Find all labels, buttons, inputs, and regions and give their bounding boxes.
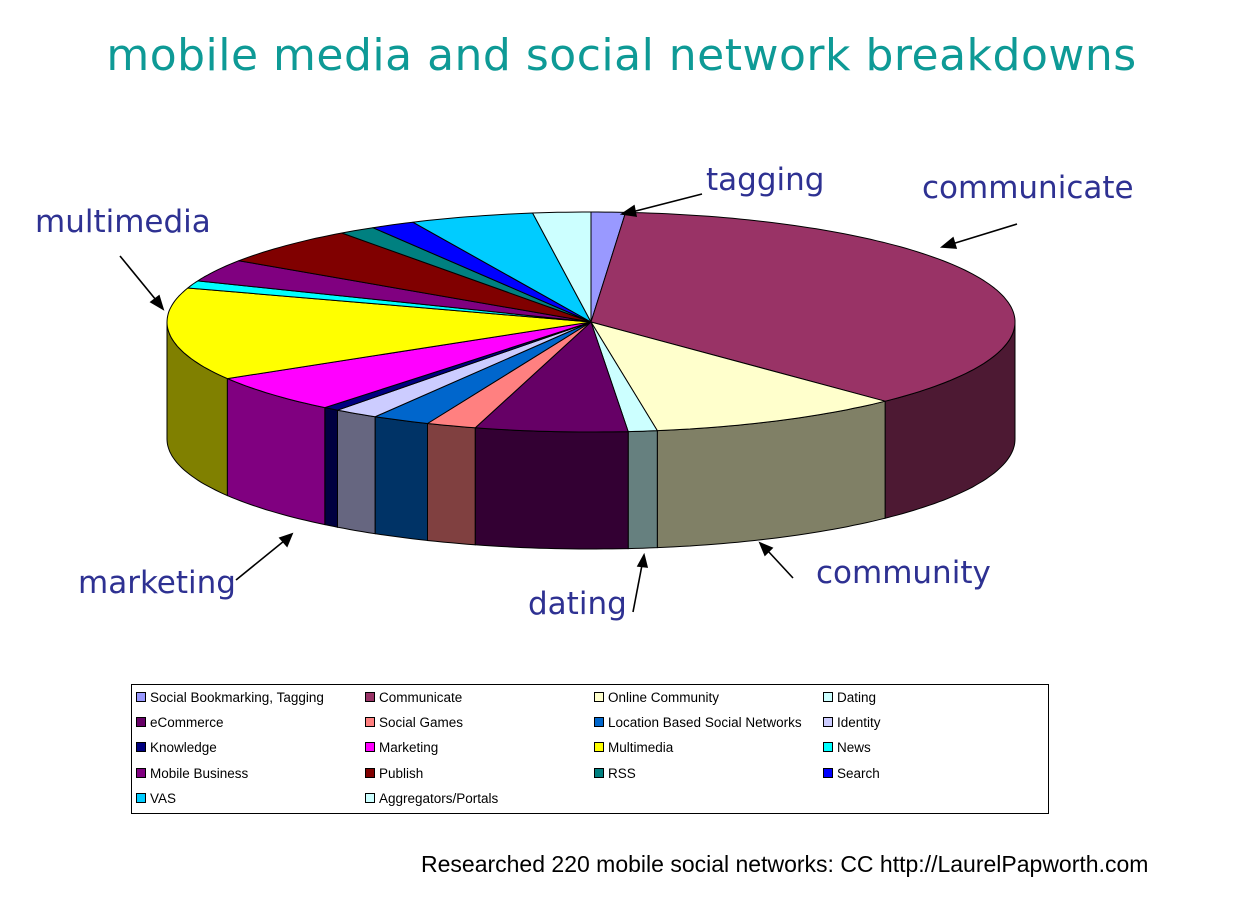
pie-chart-3d bbox=[119, 193, 1018, 613]
arrow-marketing bbox=[235, 540, 285, 581]
legend-swatch-icon bbox=[136, 742, 146, 752]
legend-item: Communicate bbox=[365, 689, 462, 705]
pie-slice-multimedia bbox=[166, 287, 592, 380]
legend-swatch-icon bbox=[594, 692, 604, 702]
legend-item: Knowledge bbox=[136, 739, 217, 755]
arrowhead-icon bbox=[939, 236, 958, 249]
arrow-community bbox=[767, 550, 794, 579]
chart-title: mobile media and social network breakdow… bbox=[106, 30, 1137, 81]
pie-side-dating bbox=[627, 430, 658, 550]
callout-multimedia: multimedia bbox=[35, 204, 211, 240]
legend-swatch-icon bbox=[823, 742, 833, 752]
legend-label: Aggregators/Portals bbox=[379, 790, 499, 806]
legend-item: Identity bbox=[823, 714, 881, 730]
pie-side-location-based-social-networks bbox=[374, 416, 428, 542]
arrowhead-icon bbox=[278, 532, 294, 548]
pie-slice-communicate bbox=[590, 211, 1016, 402]
legend-label: Online Community bbox=[608, 689, 720, 705]
legend-swatch-icon bbox=[594, 768, 604, 778]
legend-item: Aggregators/Portals bbox=[365, 790, 498, 806]
legend-item: Social Games bbox=[365, 714, 463, 730]
arrow-communicate bbox=[951, 223, 1018, 245]
legend-swatch-icon bbox=[365, 768, 375, 778]
legend-item: Social Bookmarking, Tagging bbox=[136, 689, 324, 705]
legend-swatch-icon bbox=[136, 717, 146, 727]
legend-swatch-icon bbox=[365, 742, 375, 752]
pie-slice-ecommerce bbox=[474, 321, 629, 433]
legend-label: RSS bbox=[608, 765, 636, 781]
legend-swatch-icon bbox=[594, 717, 604, 727]
pie-slice-search bbox=[372, 221, 592, 323]
legend-swatch-icon bbox=[823, 768, 833, 778]
legend-label: Social Bookmarking, Tagging bbox=[150, 689, 324, 705]
pie-slice-vas bbox=[412, 212, 592, 323]
legend-label: Social Games bbox=[379, 714, 464, 730]
legend-item: Online Community bbox=[594, 689, 719, 705]
legend-item: Marketing bbox=[365, 739, 438, 755]
pie-slice-identity bbox=[337, 321, 592, 418]
legend-item: Publish bbox=[365, 765, 423, 781]
pie-slice-online-community bbox=[590, 321, 886, 432]
legend-item: Location Based Social Networks bbox=[594, 714, 802, 730]
pie-top bbox=[166, 211, 1016, 433]
callout-dating: dating bbox=[528, 586, 627, 622]
legend-swatch-icon bbox=[365, 692, 375, 702]
legend-swatch-icon bbox=[823, 692, 833, 702]
legend-item: News bbox=[823, 739, 871, 755]
pie-side-knowledge bbox=[324, 406, 338, 528]
pie-slice-marketing bbox=[226, 321, 592, 409]
callout-tagging: tagging bbox=[706, 162, 825, 198]
legend-item: RSS bbox=[594, 765, 636, 781]
legend-swatch-icon bbox=[594, 742, 604, 752]
legend-label: VAS bbox=[150, 790, 177, 806]
legend-item: Mobile Business bbox=[136, 765, 248, 781]
source-credit: Researched 220 mobile social networks: C… bbox=[421, 851, 1149, 877]
pie-slice-aggregators-portals bbox=[532, 211, 592, 323]
callout-arrows bbox=[119, 193, 1018, 613]
arrowhead-icon bbox=[149, 294, 165, 311]
pie-slice-rss bbox=[341, 227, 592, 323]
legend-label: News bbox=[837, 739, 871, 755]
arrowhead-icon bbox=[636, 552, 649, 568]
pie-slice-social-games bbox=[427, 321, 592, 429]
legend-swatch-icon bbox=[365, 717, 375, 727]
legend-swatch-icon bbox=[136, 692, 146, 702]
pie-side-ecommerce bbox=[474, 427, 629, 550]
legend-label: Marketing bbox=[379, 739, 439, 755]
legend-label: Search bbox=[837, 765, 880, 781]
legend-label: Mobile Business bbox=[150, 765, 249, 781]
pie-side-social-games bbox=[427, 422, 476, 546]
pie-slice-mobile-business bbox=[197, 260, 592, 323]
pie-slice-publish bbox=[238, 232, 592, 323]
legend-swatch-icon bbox=[136, 768, 146, 778]
legend-label: Location Based Social Networks bbox=[608, 714, 802, 730]
pie-slice-location-based-social-networks bbox=[374, 321, 592, 424]
arrowhead-icon bbox=[758, 541, 774, 557]
legend-label: Publish bbox=[379, 765, 424, 781]
callout-communicate: communicate bbox=[922, 170, 1134, 206]
arrowhead-icon bbox=[619, 204, 638, 217]
arrow-dating bbox=[632, 564, 643, 613]
legend-swatch-icon bbox=[136, 793, 146, 803]
legend-item: Multimedia bbox=[594, 739, 673, 755]
legend-label: Knowledge bbox=[150, 739, 217, 755]
legend-item: VAS bbox=[136, 790, 176, 806]
chart-legend: Social Bookmarking, Tagging Communicate On… bbox=[131, 684, 1049, 814]
callout-marketing: marketing bbox=[78, 565, 236, 601]
legend-label: Identity bbox=[837, 714, 881, 730]
legend-label: Multimedia bbox=[608, 739, 674, 755]
callout-community: community bbox=[816, 555, 991, 591]
legend-item: eCommerce bbox=[136, 714, 224, 730]
legend-swatch-icon bbox=[365, 793, 375, 803]
legend-label: eCommerce bbox=[150, 714, 224, 730]
pie-side-identity bbox=[337, 409, 376, 535]
arrow-tagging bbox=[631, 193, 703, 213]
legend-label: Communicate bbox=[379, 689, 463, 705]
legend-swatch-icon bbox=[823, 717, 833, 727]
legend-item: Search bbox=[823, 765, 880, 781]
legend-label: Dating bbox=[837, 689, 877, 705]
legend-item: Dating bbox=[823, 689, 876, 705]
arrow-multimedia bbox=[119, 255, 157, 301]
